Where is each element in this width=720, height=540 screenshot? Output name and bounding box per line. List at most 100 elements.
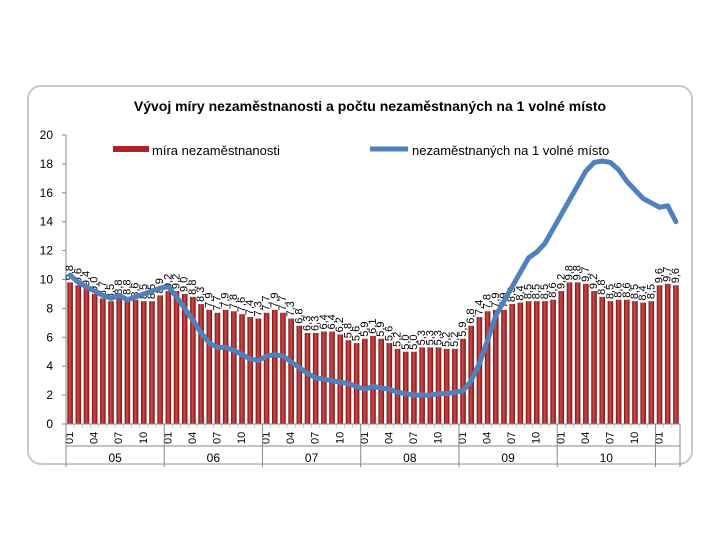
data-label: 7,8 xyxy=(482,294,494,309)
bar xyxy=(566,282,573,424)
bar xyxy=(100,298,106,424)
data-label: 9,6 xyxy=(654,268,666,283)
data-label: 8,5 xyxy=(531,284,543,299)
data-label: 9,2 xyxy=(555,274,567,289)
x-month-label: 10 xyxy=(334,432,346,444)
x-month-label: 07 xyxy=(113,432,125,444)
data-label: 5,9 xyxy=(375,321,387,336)
bar xyxy=(452,348,458,424)
data-label: 7,9 xyxy=(203,293,215,308)
bar xyxy=(370,335,376,424)
bar xyxy=(624,299,630,424)
x-axis: 01 04 07 10 01 04 07 10 01 04 07 10 01 04 07 10 01 04 07 10… xyxy=(64,423,681,467)
y-tick-label: 16 xyxy=(40,186,54,200)
bar xyxy=(533,301,540,424)
bar xyxy=(116,296,122,424)
bar xyxy=(353,343,360,424)
data-label: 5,2 xyxy=(449,332,461,347)
bar xyxy=(304,332,311,424)
y-tick-label: 10 xyxy=(40,273,54,287)
bar xyxy=(599,296,606,424)
data-label: 9,8 xyxy=(572,265,584,280)
bar xyxy=(607,301,614,424)
line-series xyxy=(67,158,679,398)
x-month-label: 07 xyxy=(408,432,420,444)
bar xyxy=(493,309,499,424)
bar xyxy=(443,348,450,424)
data-label: 7,4 xyxy=(244,300,256,315)
bar xyxy=(239,314,245,424)
x-month-label: 01 xyxy=(654,432,666,444)
y-tick-label: 4 xyxy=(46,359,53,373)
bar xyxy=(198,304,204,424)
data-label: 5,3 xyxy=(416,330,428,345)
y-tick-label: 14 xyxy=(40,215,54,229)
x-month-label: 01 xyxy=(162,432,174,444)
data-label: 8,4 xyxy=(514,285,526,300)
data-label: 6,3 xyxy=(310,316,322,331)
bar xyxy=(378,338,384,424)
bar xyxy=(214,312,221,424)
y-tick-label: 2 xyxy=(46,388,53,402)
bar xyxy=(419,347,425,424)
x-month-label: 04 xyxy=(89,432,101,444)
legend-label-ratio: nezaměstnaných na 1 volné místo xyxy=(412,143,609,158)
y-tick-label: 12 xyxy=(40,244,54,258)
bar xyxy=(206,309,213,424)
bar xyxy=(386,343,393,424)
bar xyxy=(583,283,589,424)
bar xyxy=(296,325,303,424)
data-label: 8,6 xyxy=(621,282,633,297)
data-label: 9,7 xyxy=(580,267,592,282)
bar xyxy=(484,311,491,424)
data-label: 7,3 xyxy=(285,301,297,316)
bar xyxy=(165,291,172,424)
data-label: 8,4 xyxy=(637,285,649,300)
data-label: 5,0 xyxy=(408,334,420,349)
bar xyxy=(542,301,548,424)
data-label: 5,0 xyxy=(400,334,412,349)
data-label: 7,3 xyxy=(252,301,264,316)
data-label: 8,8 xyxy=(187,280,199,295)
bar xyxy=(255,318,262,424)
data-label: 6,1 xyxy=(367,319,379,334)
data-label: 6,4 xyxy=(318,314,330,329)
x-month-label: 01 xyxy=(64,432,76,444)
data-label: 6,8 xyxy=(465,308,477,323)
bar-series xyxy=(67,282,679,424)
data-label: 8,5 xyxy=(629,284,641,299)
bar xyxy=(591,291,597,424)
bar xyxy=(329,331,335,424)
bar xyxy=(222,309,229,424)
data-label: 7,9 xyxy=(490,293,502,308)
y-axis: 0 2 4 6 8 10 12 14 16 18 20 xyxy=(40,128,67,431)
x-month-label: 04 xyxy=(285,432,297,444)
bar xyxy=(427,347,434,424)
data-label: 6,4 xyxy=(326,314,338,329)
bar xyxy=(149,301,155,424)
x-month-label: 04 xyxy=(383,432,395,444)
bar xyxy=(362,338,368,424)
x-month-label: 07 xyxy=(211,432,223,444)
data-label: 5,6 xyxy=(351,326,363,341)
data-label: 9,7 xyxy=(662,267,674,282)
data-label: 5,2 xyxy=(441,332,453,347)
x-month-label: 10 xyxy=(138,432,150,444)
data-label: 8,5 xyxy=(645,284,657,299)
bar xyxy=(476,317,483,424)
bar xyxy=(132,299,139,424)
bar xyxy=(435,347,442,424)
bar xyxy=(181,293,188,424)
data-label: 9,2 xyxy=(588,274,600,289)
data-label: 5,8 xyxy=(342,323,354,338)
x-month-label: 10 xyxy=(236,432,248,444)
x-month-label: 10 xyxy=(629,432,641,444)
bar xyxy=(402,351,409,424)
x-month-label: 10 xyxy=(432,432,444,444)
bar xyxy=(157,295,163,424)
bar xyxy=(615,299,622,424)
x-month-label: 01 xyxy=(457,432,469,444)
bar xyxy=(280,312,286,424)
x-month-label: 01 xyxy=(555,432,567,444)
